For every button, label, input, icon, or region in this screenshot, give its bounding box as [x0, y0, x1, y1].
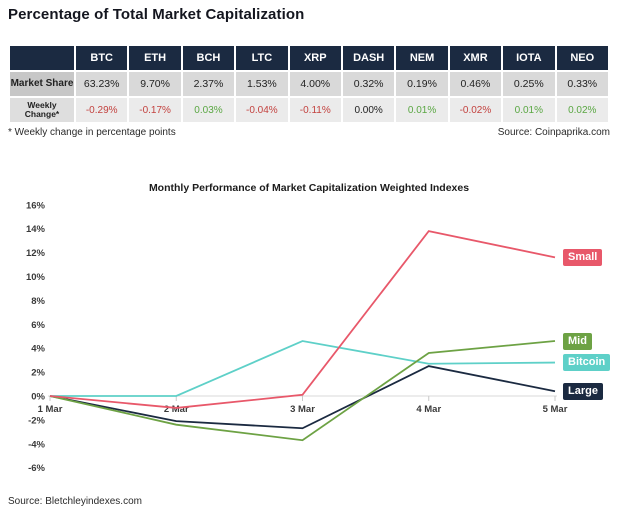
column-header-dash: DASH	[342, 46, 395, 70]
table-cell: 0.02%	[556, 98, 608, 122]
table-cell: 0.46%	[449, 72, 502, 96]
y-axis-label: 14%	[26, 224, 46, 235]
column-header-btc: BTC	[76, 46, 128, 70]
x-axis-label: 5 Mar	[543, 404, 568, 415]
table-cell: -0.02%	[449, 98, 502, 122]
column-header-neo: NEO	[556, 46, 608, 70]
x-axis-label: 3 Mar	[290, 404, 315, 415]
page-title: Percentage of Total Market Capitalizatio…	[8, 6, 305, 23]
table-source: Source: Coinpaprika.com	[497, 127, 610, 138]
table-cell: 63.23%	[76, 72, 128, 96]
row-label: Weekly Change*	[10, 98, 74, 122]
market-cap-table: BTC ETH BCH LTC XRP DASH NEM XMR IOTA NEO Market …	[8, 44, 610, 124]
row-label: Market Share	[10, 72, 74, 96]
y-axis-label: 12%	[26, 248, 46, 259]
table-cell: 4.00%	[289, 72, 341, 96]
series-line-small	[49, 230, 556, 409]
y-axis-label: 8%	[31, 296, 45, 307]
x-axis-label: 1 Mar	[38, 404, 63, 415]
table-cell: 0.25%	[503, 72, 555, 96]
table-cell: 0.32%	[342, 72, 395, 96]
note-row: * Weekly change in percentage points Sou…	[8, 127, 610, 138]
y-axis-label: 6%	[31, 320, 45, 331]
column-header-nem: NEM	[396, 46, 448, 70]
table-cell: 2.37%	[182, 72, 235, 96]
series-line-large	[49, 365, 556, 430]
y-axis-label: -2%	[28, 415, 45, 426]
table-cell: -0.04%	[236, 98, 288, 122]
x-axis-label: 2 Mar	[164, 404, 189, 415]
footnote: * Weekly change in percentage points	[8, 127, 176, 138]
column-header-bch: BCH	[182, 46, 235, 70]
x-axis-label: 4 Mar	[416, 404, 441, 415]
column-header-xmr: XMR	[449, 46, 502, 70]
table-cell: 0.01%	[396, 98, 448, 122]
chart-title: Monthly Performance of Market Capitaliza…	[148, 182, 470, 194]
legend-large-badge: Large	[563, 382, 603, 400]
table-header-row: BTC ETH BCH LTC XRP DASH NEM XMR IOTA NEO	[10, 46, 608, 70]
table-cell: -0.11%	[289, 98, 341, 122]
table-cell: 0.33%	[556, 72, 608, 96]
chart-source: Source: Bletchleyindexes.com	[8, 496, 142, 507]
table-cell: 9.70%	[129, 72, 181, 96]
y-axis-label: -6%	[28, 463, 45, 474]
y-axis-label: 2%	[31, 368, 45, 379]
series-line-mid	[49, 340, 556, 442]
table-cell: 0.03%	[182, 98, 235, 122]
column-header-iota: IOTA	[503, 46, 555, 70]
table-cell: 1.53%	[236, 72, 288, 96]
table-cell: 0.00%	[342, 98, 395, 122]
legend-bitcoin-badge: Bitcoin	[563, 354, 611, 372]
table-row: Weekly Change* -0.29% -0.17% 0.03% -0.04% -0.…	[10, 98, 608, 122]
legend-mid-badge: Mid	[563, 332, 592, 350]
legend-small-badge: Small	[563, 248, 603, 266]
line-chart: 16% 14% 12% 10% 8% 6% 4% 2% 0% -2% -4% -6% 1 Mar 2 Ma…	[26, 200, 568, 474]
table-cell: 0.01%	[503, 98, 555, 122]
y-axis-label: 4%	[31, 344, 45, 355]
table-row: Market Share 63.23% 9.70% 2.37% 1.53% 4.00% 0.…	[10, 72, 608, 96]
column-header-eth: ETH	[129, 46, 181, 70]
y-axis-label: -4%	[28, 439, 45, 450]
table-body: Market Share 63.23% 9.70% 2.37% 1.53% 4.00% 0.…	[10, 72, 608, 122]
y-axis-label: 0%	[31, 392, 45, 403]
series-line-bitcoin	[50, 340, 556, 397]
y-axis-label: 10%	[26, 272, 46, 283]
table-corner-cell	[10, 46, 74, 70]
table-cell: -0.17%	[129, 98, 181, 122]
column-header-ltc: LTC	[236, 46, 288, 70]
table-cell: -0.29%	[76, 98, 128, 122]
table-cell: 0.19%	[396, 72, 448, 96]
y-axis-label: 16%	[26, 200, 46, 211]
column-header-xrp: XRP	[289, 46, 341, 70]
